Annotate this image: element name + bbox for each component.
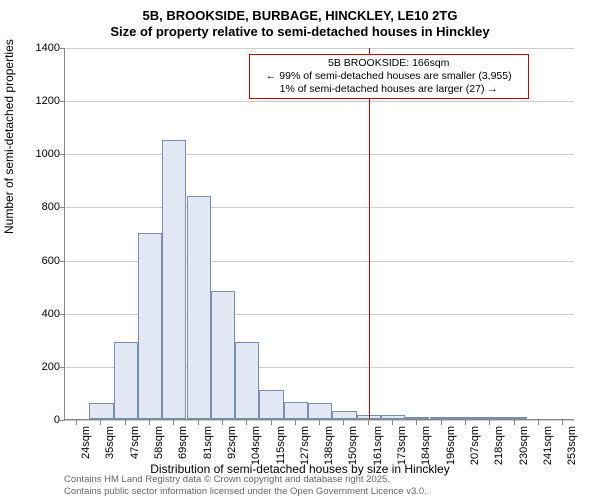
gridline (65, 101, 574, 102)
histogram-bar (284, 402, 308, 419)
xtick-mark (198, 420, 199, 425)
xtick-mark (343, 420, 344, 425)
chart-title-line1: 5B, BROOKSIDE, BURBAGE, HINCKLEY, LE10 2… (0, 8, 600, 23)
xtick-label: 69sqm (177, 426, 189, 459)
xtick-mark (125, 420, 126, 425)
ytick-label: 800 (26, 201, 60, 213)
xtick-label: 115sqm (275, 426, 287, 464)
ytick-label: 0 (26, 414, 60, 426)
xtick-mark (173, 420, 174, 425)
ytick-mark (60, 367, 65, 368)
xtick-label: 81sqm (202, 426, 214, 459)
histogram-bar (502, 417, 526, 419)
xtick-label: 47sqm (129, 426, 141, 459)
annotation-line2: ← 99% of semi-detached houses are smalle… (254, 70, 524, 83)
gridline (65, 48, 574, 49)
xtick-label: 150sqm (347, 426, 359, 465)
xtick-label: 184sqm (420, 426, 432, 465)
histogram-bar (162, 140, 186, 419)
histogram-bar (89, 403, 113, 419)
ytick-label: 1200 (26, 95, 60, 107)
xtick-label: 104sqm (250, 426, 262, 465)
xtick-mark (76, 420, 77, 425)
xtick-mark (562, 420, 563, 425)
ytick-mark (60, 48, 65, 49)
ytick-mark (60, 101, 65, 102)
xtick-label: 253sqm (566, 426, 578, 465)
xtick-mark (271, 420, 272, 425)
ytick-mark (60, 207, 65, 208)
xtick-label: 173sqm (396, 426, 408, 465)
ytick-label: 1000 (26, 148, 60, 160)
xtick-label: 218sqm (493, 426, 505, 465)
xtick-mark (368, 420, 369, 425)
xtick-label: 161sqm (372, 426, 384, 465)
xtick-label: 207sqm (469, 426, 481, 465)
histogram-bar (308, 403, 332, 419)
annotation-box: 5B BROOKSIDE: 166sqm← 99% of semi-detach… (249, 54, 529, 99)
histogram-bar (259, 390, 283, 419)
ytick-mark (60, 261, 65, 262)
xtick-label: 138sqm (323, 426, 335, 465)
attribution-line2: Contains public sector information licen… (64, 486, 427, 497)
annotation-line3: 1% of semi-detached houses are larger (2… (254, 83, 524, 96)
xtick-mark (392, 420, 393, 425)
histogram-bar (381, 415, 405, 419)
attribution-line1: Contains HM Land Registry data © Crown c… (64, 474, 427, 485)
xtick-label: 230sqm (518, 426, 530, 465)
ytick-label: 400 (26, 308, 60, 320)
reference-vline (369, 48, 370, 419)
histogram-bar (332, 411, 356, 419)
xtick-mark (489, 420, 490, 425)
xtick-mark (416, 420, 417, 425)
chart-plot-area: 5B BROOKSIDE: 166sqm← 99% of semi-detach… (64, 48, 574, 420)
xtick-mark (246, 420, 247, 425)
xtick-label: 58sqm (153, 426, 165, 459)
histogram-bar (187, 196, 211, 419)
ytick-label: 600 (26, 255, 60, 267)
ytick-label: 1400 (26, 42, 60, 54)
histogram-bar (138, 233, 162, 419)
histogram-bar (114, 342, 138, 419)
xtick-mark (465, 420, 466, 425)
xtick-mark (441, 420, 442, 425)
xtick-mark (149, 420, 150, 425)
xtick-mark (222, 420, 223, 425)
xtick-label: 241sqm (542, 426, 554, 465)
xtick-label: 127sqm (299, 426, 311, 465)
histogram-bar (235, 342, 259, 419)
ytick-label: 200 (26, 361, 60, 373)
chart-title-block: 5B, BROOKSIDE, BURBAGE, HINCKLEY, LE10 2… (0, 0, 600, 39)
attribution-text: Contains HM Land Registry data © Crown c… (64, 474, 427, 497)
gridline (65, 154, 574, 155)
xtick-mark (295, 420, 296, 425)
annotation-line1: 5B BROOKSIDE: 166sqm (254, 57, 524, 70)
chart-title-line2: Size of property relative to semi-detach… (0, 24, 600, 39)
histogram-bar (478, 417, 502, 419)
xtick-label: 196sqm (445, 426, 457, 465)
histogram-bar (454, 417, 478, 419)
ytick-mark (60, 420, 65, 421)
xtick-label: 24sqm (80, 426, 92, 459)
xtick-label: 35sqm (104, 426, 116, 459)
xtick-mark (538, 420, 539, 425)
xtick-label: 92sqm (226, 426, 238, 459)
gridline (65, 207, 574, 208)
histogram-bar (211, 291, 235, 419)
ytick-mark (60, 314, 65, 315)
xtick-mark (319, 420, 320, 425)
xtick-mark (514, 420, 515, 425)
histogram-bar (430, 417, 454, 419)
xtick-mark (100, 420, 101, 425)
y-axis-label: Number of semi-detached properties (2, 39, 16, 234)
histogram-bar (405, 417, 429, 419)
ytick-mark (60, 154, 65, 155)
